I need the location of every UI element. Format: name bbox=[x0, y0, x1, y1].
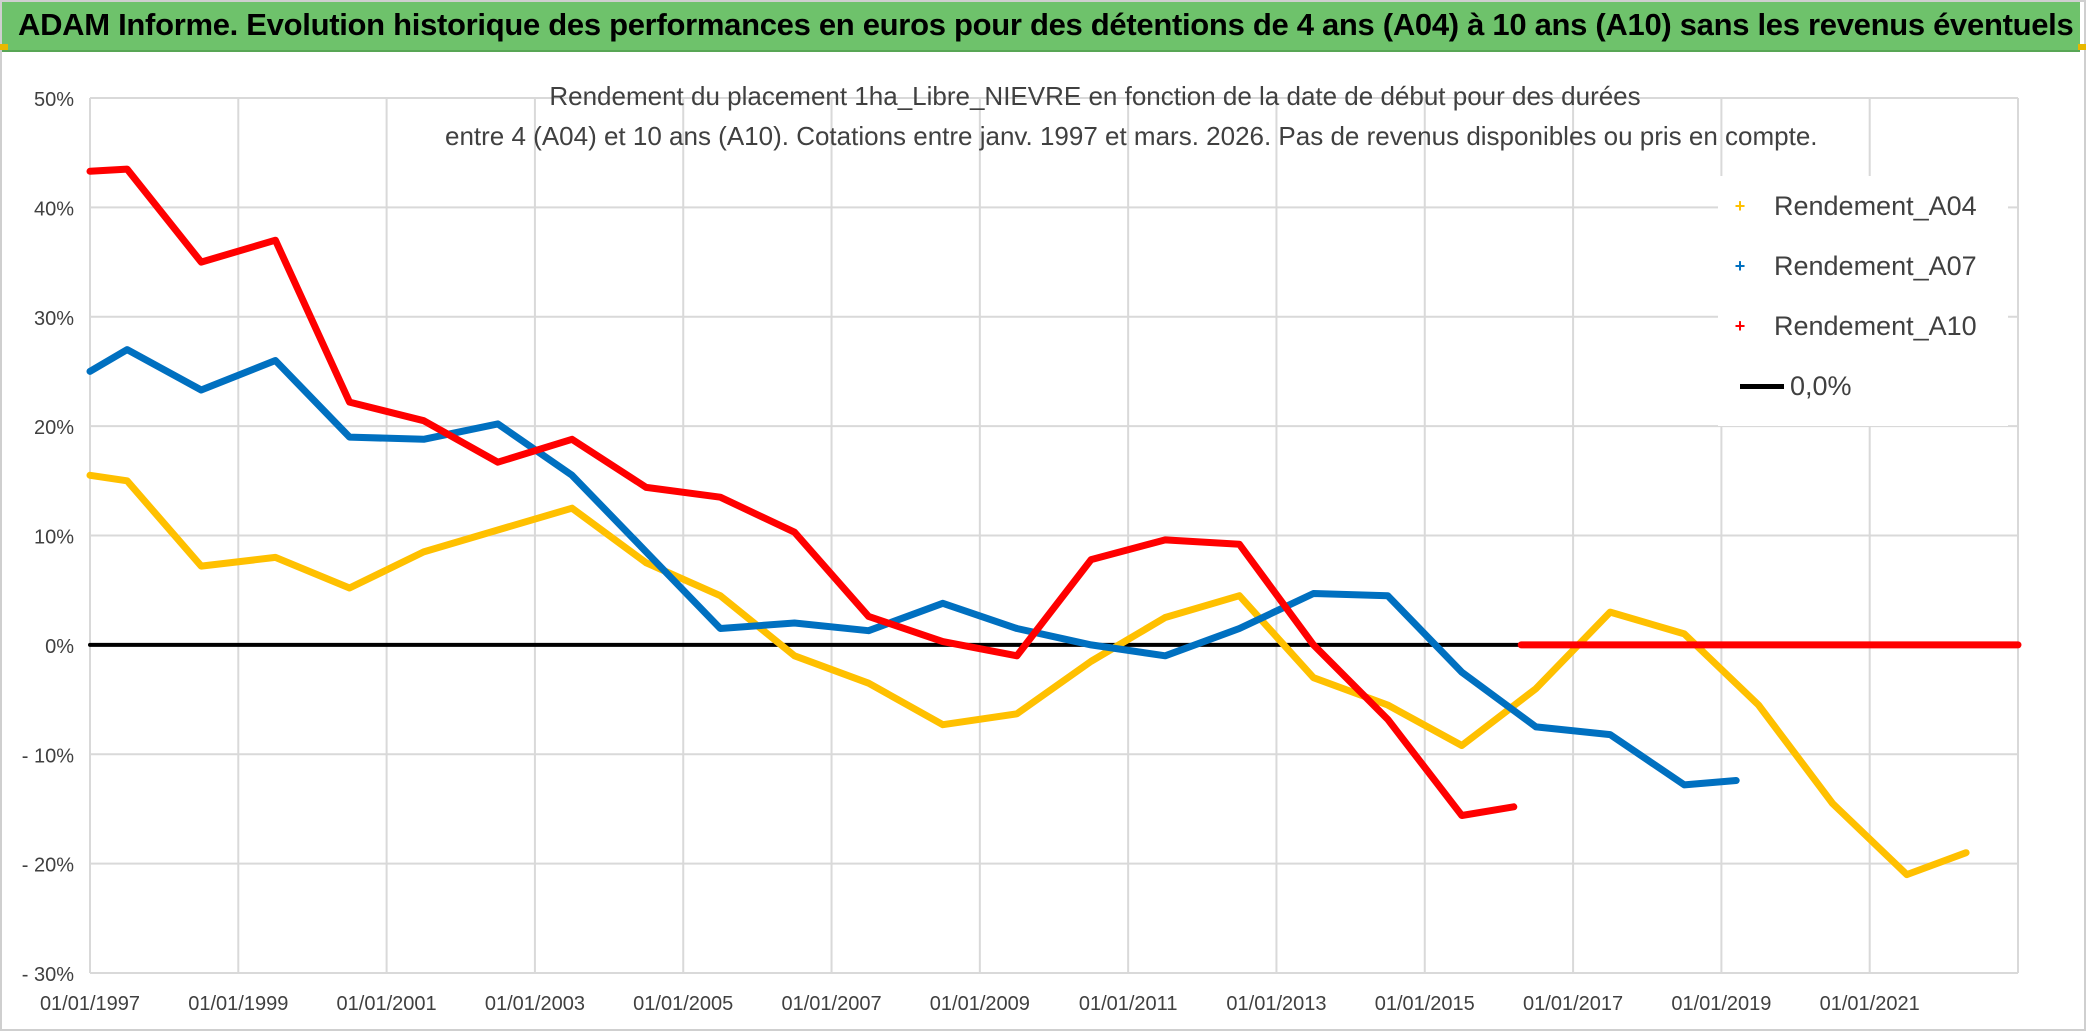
x-tick-label: 01/01/2015 bbox=[1375, 993, 1475, 1015]
y-tick-label: - 10% bbox=[22, 745, 74, 767]
y-tick-label: - 30% bbox=[22, 964, 74, 986]
corner-mark-right bbox=[2078, 44, 2086, 50]
header-banner: ADAM Informe. Evolution historique des p… bbox=[2, 2, 2080, 52]
y-tick-label: 30% bbox=[34, 308, 74, 330]
grid-layer bbox=[89, 97, 2019, 974]
series-line-rendement-a07 bbox=[86, 346, 1740, 789]
legend-label-a10: Rendement_A10 bbox=[1774, 310, 1977, 341]
chart-title-line1: Rendement du placement 1ha_Libre_NIEVRE … bbox=[549, 81, 1641, 111]
y-tick-label: - 20% bbox=[22, 855, 74, 877]
x-tick-label: 01/01/1997 bbox=[40, 993, 140, 1015]
legend-item-a10: + Rendement_A10 bbox=[1718, 306, 2008, 346]
x-tick-label: 01/01/2005 bbox=[633, 993, 733, 1015]
x-tick-label: 01/01/2003 bbox=[485, 993, 585, 1015]
y-tick-label: 10% bbox=[34, 527, 74, 549]
legend-label-a07: Rendement_A07 bbox=[1774, 250, 1977, 281]
legend-item-zero: 0,0% bbox=[1718, 366, 2008, 406]
x-tick-label: 01/01/2007 bbox=[781, 993, 881, 1015]
x-tick-label: 01/01/2017 bbox=[1523, 993, 1623, 1015]
legend-marker-a10: + bbox=[1734, 315, 1746, 336]
y-tick-label: 0% bbox=[45, 636, 74, 658]
x-tick-label: 01/01/2013 bbox=[1226, 993, 1326, 1015]
y-tick-label: 40% bbox=[34, 198, 74, 220]
legend-item-a04: + Rendement_A04 bbox=[1718, 186, 2008, 226]
x-tick-label: 01/01/2019 bbox=[1671, 993, 1771, 1015]
series-layer bbox=[86, 165, 2022, 879]
x-tick-label: 01/01/2009 bbox=[930, 993, 1030, 1015]
y-tick-label: 50% bbox=[34, 89, 74, 111]
legend-line-zero bbox=[1740, 383, 1784, 389]
x-tick-label: 01/01/2011 bbox=[1079, 993, 1178, 1015]
x-tick-label: 01/01/2021 bbox=[1820, 993, 1920, 1015]
legend-label-zero: 0,0% bbox=[1790, 370, 1852, 401]
legend-marker-a07: + bbox=[1734, 255, 1746, 276]
x-tick-label: 01/01/2001 bbox=[337, 993, 437, 1015]
legend-marker-a04: + bbox=[1734, 195, 1746, 216]
y-tick-label: 20% bbox=[34, 417, 74, 439]
chart-legend: + Rendement_A04 + Rendement_A07 + Rendem… bbox=[1718, 176, 2008, 426]
x-tick-label: 01/01/1999 bbox=[188, 993, 288, 1015]
banner-title: ADAM Informe. Evolution historique des p… bbox=[18, 7, 2074, 42]
chart-title-line2: entre 4 (A04) et 10 ans (A10). Cotations… bbox=[445, 121, 1818, 151]
corner-mark-left bbox=[0, 44, 8, 50]
legend-label-a04: Rendement_A04 bbox=[1774, 190, 1977, 221]
series-line-rendement-a04 bbox=[86, 471, 1970, 879]
legend-item-a07: + Rendement_A07 bbox=[1718, 246, 2008, 286]
axis-layer: 50% 40% 30% 20% 10% 0% - 10% - 20% - 30% 01/01/19… bbox=[22, 89, 1920, 1015]
series-line-rendement-a10 bbox=[86, 165, 1518, 819]
